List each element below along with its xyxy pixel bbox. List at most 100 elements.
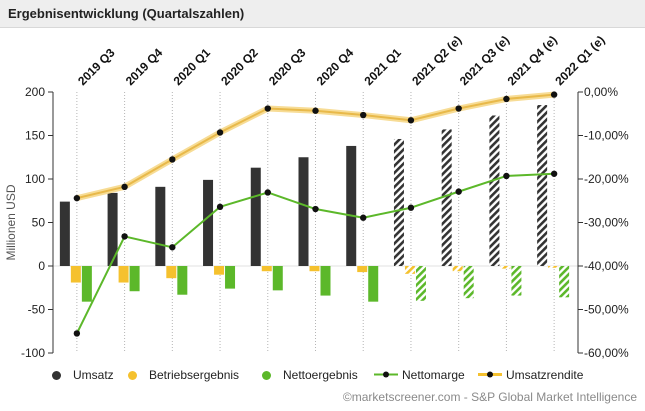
bar-nettoergebnis (225, 266, 236, 289)
point-umsatzrendite (216, 129, 224, 136)
point-umsatzrendite (550, 91, 558, 98)
category-label: 2021 Q1 (361, 45, 404, 88)
category-label: 2021 Q2 (e) (409, 33, 464, 88)
bar-series (59, 105, 570, 302)
point-nettomarge (550, 170, 558, 177)
bar-umsatz (250, 167, 261, 266)
bar-nettoergebnis (368, 266, 379, 302)
legend-nettoergebnis-swatch (262, 371, 271, 380)
axes (48, 91, 583, 354)
bar-betriebsergebnis (70, 266, 81, 283)
bar-nettoergebnis (511, 266, 522, 296)
y-tick-label-left: 200 (25, 85, 45, 99)
y-tick-label-left: 100 (25, 172, 45, 186)
point-nettomarge (503, 172, 510, 180)
bar-betriebsergebnis (261, 266, 272, 272)
axis-labels: 200 150 100 50 0 -50 -100 0,00% -10,00% -20,00% -3… (4, 33, 629, 360)
point-nettomarge (121, 233, 128, 240)
point-umsatzrendite (455, 105, 462, 112)
legend-umsatz-swatch (52, 371, 61, 380)
legend-nettoergebnis-label: Nettoergebnis (283, 368, 358, 382)
category-label: 2022 Q1 (e) (552, 33, 607, 88)
bar-betriebsergebnis (500, 266, 511, 269)
bar-nettoergebnis (463, 266, 474, 299)
point-nettomarge (407, 204, 415, 211)
y-tick-label-left: 150 (25, 129, 45, 143)
category-label: 2020 Q2 (218, 45, 261, 88)
bar-umsatz (203, 179, 214, 266)
chart-title: Ergebnisentwicklung (Quartalszahlen) (8, 6, 245, 21)
y-tick-label-left: 0 (38, 259, 45, 273)
y-tick-label-right: -60,00% (584, 346, 629, 360)
point-nettomarge (73, 330, 81, 337)
bar-umsatz (107, 192, 118, 266)
line-series (75, 91, 555, 334)
bar-betriebsergebnis (548, 266, 559, 268)
bar-umsatz (489, 115, 500, 267)
bar-betriebsergebnis (118, 266, 129, 283)
point-nettomarge (264, 189, 271, 196)
category-label: 2021 Q4 (e) (505, 33, 560, 88)
point-umsatzrendite (360, 111, 367, 119)
point-umsatzrendite (407, 117, 415, 124)
bar-umsatz (441, 129, 452, 266)
bar-umsatz (393, 138, 404, 266)
point-umsatzrendite (503, 95, 510, 103)
bar-nettoergebnis (415, 266, 426, 301)
legend-umsatzrendite-label: Umsatzrendite (506, 368, 584, 382)
y-tick-label-left: -100 (21, 346, 45, 360)
line-markers (73, 91, 558, 337)
point-umsatzrendite (312, 107, 319, 114)
bar-nettoergebnis (177, 266, 188, 295)
bar-betriebsergebnis (309, 266, 320, 272)
chart-header: Ergebnisentwicklung (Quartalszahlen) (0, 0, 645, 28)
bar-nettoergebnis (81, 266, 92, 302)
bar-betriebsergebnis (357, 266, 368, 273)
legend-betriebsergebnis-swatch (128, 371, 137, 380)
category-label: 2021 Q3 (e) (457, 33, 512, 88)
y-tick-label-right: -40,00% (584, 259, 629, 273)
bar-betriebsergebnis (452, 266, 463, 272)
category-label: 2020 Q1 (171, 45, 214, 88)
bar-betriebsergebnis (214, 266, 225, 275)
bar-nettoergebnis (272, 266, 283, 291)
legend-umsatz[interactable]: Umsatz (52, 368, 114, 382)
point-nettomarge (312, 205, 319, 213)
bar-nettoergebnis (129, 266, 140, 292)
bar-umsatz (59, 201, 70, 266)
category-label: 2020 Q3 (266, 45, 309, 88)
bar-umsatz (155, 186, 166, 266)
point-nettomarge (360, 214, 367, 221)
point-umsatzrendite (121, 183, 128, 191)
y-tick-label-left: 50 (32, 216, 46, 230)
bar-betriebsergebnis (404, 266, 415, 274)
point-umsatzrendite (73, 194, 81, 202)
results-chart: 200 150 100 50 0 -50 -100 0,00% -10,00% -20,00% -3… (4, 33, 629, 360)
y-tick-label-right: 0,00% (584, 85, 618, 99)
y-tick-label-right: -20,00% (584, 172, 629, 186)
source-credit: ©marketscreener.com - S&P Global Market … (342, 390, 637, 404)
legend-nettomarge-label: Nettomarge (402, 368, 465, 382)
point-nettomarge (455, 188, 462, 195)
category-label: 2020 Q4 (314, 45, 357, 88)
y-tick-label-right: -30,00% (584, 216, 629, 230)
legend-betriebsergebnis[interactable]: Betriebsergebnis (128, 368, 239, 382)
legend-umsatzrendite[interactable]: Umsatzrendite (478, 368, 583, 382)
point-nettomarge (169, 244, 176, 251)
category-label: 2019 Q4 (123, 45, 166, 88)
legend-umsatz-label: Umsatz (73, 368, 114, 382)
legend-betriebsergebnis-label: Betriebsergebnis (149, 368, 240, 382)
point-nettomarge (216, 203, 224, 211)
point-umsatzrendite (264, 105, 271, 112)
bar-betriebsergebnis (166, 266, 177, 279)
y-tick-label-right: -50,00% (584, 303, 629, 317)
bar-umsatz (537, 105, 548, 266)
bar-umsatz (346, 145, 357, 266)
legend-nettomarge-swatch (374, 371, 398, 378)
category-label: 2019 Q3 (75, 45, 118, 88)
bar-nettoergebnis (320, 266, 331, 296)
legend-nettoergebnis[interactable]: Nettoergebnis (262, 368, 358, 382)
legend-nettomarge[interactable]: Nettomarge (374, 368, 465, 382)
point-umsatzrendite (169, 156, 176, 163)
bar-umsatz (298, 157, 309, 266)
